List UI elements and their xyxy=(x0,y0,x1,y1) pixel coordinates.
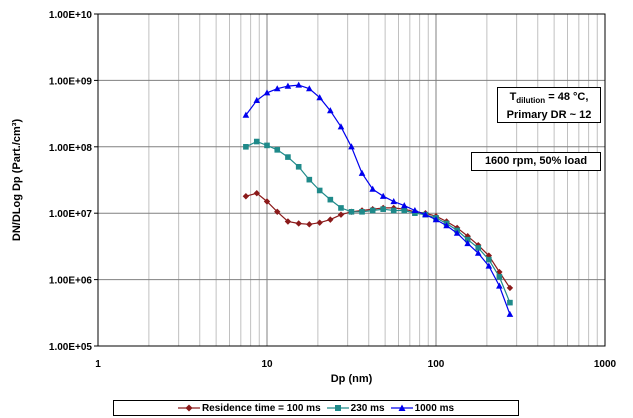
x-tick-label: 100 xyxy=(428,359,445,370)
data-point xyxy=(263,198,271,205)
data-point xyxy=(359,208,365,215)
y-tick-label: 1.00E+09 xyxy=(49,76,93,87)
data-point xyxy=(422,211,429,218)
data-point xyxy=(295,220,302,227)
data-point xyxy=(475,245,482,251)
data-point xyxy=(474,249,482,256)
series-3 xyxy=(242,81,514,317)
data-point xyxy=(464,236,471,243)
data-point xyxy=(369,207,376,214)
data-point xyxy=(274,208,281,215)
engine-condition-text: 1600 rpm, 50% load xyxy=(484,155,588,167)
data-point xyxy=(453,229,461,236)
data-point xyxy=(496,282,503,289)
diamond-marker-icon xyxy=(177,404,200,412)
data-point xyxy=(284,218,292,225)
y-tick-label: 1.00E+05 xyxy=(49,342,93,353)
dilution-temp-symbol: T xyxy=(509,91,517,103)
data-point xyxy=(464,239,471,247)
data-point xyxy=(284,82,292,89)
y-tick-labels: 1.00E+05 1.00E+06 1.00E+07 1.00E+08 1.00E+09… xyxy=(49,10,98,353)
data-point xyxy=(348,143,355,150)
dilution-temp-value: = 48 °C, xyxy=(545,91,589,103)
y-tick-label: 1.00E+08 xyxy=(49,143,93,154)
y-tick-label: 1.00E+07 xyxy=(49,209,93,220)
data-point xyxy=(337,123,345,130)
y-tick-label: 1.00E+06 xyxy=(49,276,93,287)
legend-item-1000ms: 1000 ms xyxy=(390,402,455,414)
data-point xyxy=(295,163,302,170)
dilution-temp-subscript: dilution xyxy=(516,96,546,106)
data-point xyxy=(358,169,366,176)
x-tick-label: 1 xyxy=(95,359,101,370)
data-point xyxy=(369,185,376,192)
data-point xyxy=(295,81,302,88)
data-point xyxy=(242,111,250,118)
data-point xyxy=(485,262,493,269)
y-tick-label: 1.00E+10 xyxy=(49,10,93,21)
data-point xyxy=(253,138,260,145)
data-point xyxy=(316,219,323,226)
dilution-annotation: Tdilution = 48 °C, Primary DR ~ 12 xyxy=(497,87,601,123)
primary-dr-text: Primary DR ~ 12 xyxy=(506,109,592,122)
square-marker-icon xyxy=(326,405,349,411)
data-point xyxy=(506,310,514,317)
plot-area-frame xyxy=(97,13,606,347)
triangle-marker-icon xyxy=(390,404,413,411)
series-1 xyxy=(242,190,514,292)
data-point xyxy=(390,198,398,205)
data-point xyxy=(411,206,419,214)
data-point xyxy=(242,193,250,200)
data-point xyxy=(496,274,503,280)
legend-label-230ms: 230 ms xyxy=(350,402,385,414)
data-point xyxy=(253,96,261,103)
data-point xyxy=(486,256,492,263)
series-lines xyxy=(242,81,514,317)
y-axis-label: DN/DLog Dp (Part./cm³) xyxy=(11,119,23,242)
x-tick-labels: 1 10 100 1000 xyxy=(95,359,616,370)
engine-condition-annotation: 1600 rpm, 50% load xyxy=(471,152,601,171)
x-axis-label: Dp (nm) xyxy=(331,373,373,385)
x-tick-label: 10 xyxy=(261,359,273,370)
data-point xyxy=(507,299,513,306)
data-point xyxy=(274,147,281,153)
data-point xyxy=(273,85,281,92)
legend-label-100ms: Residence time = 100 ms xyxy=(201,402,321,414)
data-point xyxy=(306,176,313,183)
data-point xyxy=(443,222,450,229)
data-point xyxy=(285,154,291,160)
data-point xyxy=(390,207,397,214)
data-point xyxy=(337,211,345,218)
data-point xyxy=(338,205,344,211)
x-tick-label: 1000 xyxy=(594,359,617,370)
data-point xyxy=(327,196,334,203)
data-point xyxy=(380,206,386,212)
data-point xyxy=(306,221,313,228)
legend-item-100ms: Residence time = 100 ms xyxy=(177,402,321,414)
data-point xyxy=(400,202,408,209)
data-point xyxy=(348,208,355,215)
data-point xyxy=(412,210,418,216)
data-point xyxy=(306,85,313,92)
legend: Residence time = 100 ms 230 ms 1000 ms xyxy=(113,400,519,416)
data-point xyxy=(264,142,270,149)
data-point xyxy=(243,144,249,150)
data-point xyxy=(432,216,440,223)
data-point xyxy=(506,284,514,292)
data-point xyxy=(253,190,260,197)
grid xyxy=(97,13,605,347)
data-point xyxy=(401,207,408,214)
data-point xyxy=(327,107,334,114)
data-point xyxy=(327,216,334,223)
data-point xyxy=(316,187,323,194)
legend-item-230ms: 230 ms xyxy=(326,402,385,414)
data-point xyxy=(316,94,323,101)
legend-label-1000ms: 1000 ms xyxy=(414,402,455,414)
data-point xyxy=(379,192,387,199)
data-point xyxy=(263,89,271,96)
